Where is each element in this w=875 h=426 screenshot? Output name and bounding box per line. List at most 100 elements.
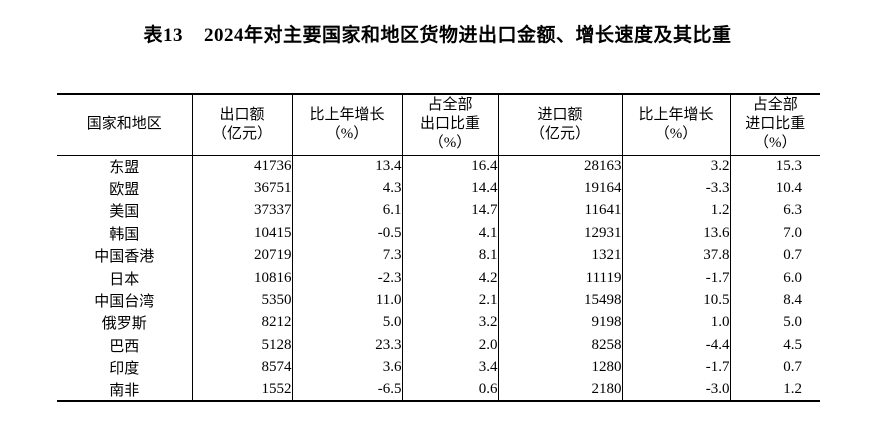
- cell-region: 俄罗斯: [101, 316, 147, 333]
- trade-statistics-table: 国家和地区 出口额 （亿元） 比上年增长 （%） 占全部 出口比重 （%） 进口…: [57, 93, 820, 403]
- cell-import-growth: -4.4: [621, 334, 730, 357]
- cell-export-share: 8.1: [401, 244, 498, 267]
- table-number: 表13: [143, 25, 184, 46]
- cell-import-growth: 1.2: [621, 199, 730, 223]
- cell-export-share: 3.4: [401, 356, 498, 379]
- column-header-export-growth: 比上年增长 （%）: [291, 94, 402, 155]
- cell-export-share: 4.2: [401, 266, 498, 290]
- cell-import-value: 15498: [497, 289, 622, 312]
- cell-import-value: 1280: [497, 356, 622, 379]
- cell-import-value: 1321: [497, 244, 622, 267]
- cell-region: 印度: [109, 361, 140, 378]
- cell-import-growth: -1.7: [621, 266, 730, 290]
- cell-export-value: 41736: [191, 155, 292, 178]
- table-row-russia: 俄罗斯 8212 5.0 3.2 9198 1.0 5.0: [57, 311, 820, 335]
- table-row-brazil: 巴西 5128 23.3 2.0 8258 -4.4 4.5: [57, 334, 820, 357]
- table-row-asean: 东盟 41736 13.4 16.4 28163 3.2 15.3: [57, 155, 820, 178]
- cell-import-value: 11641: [497, 199, 622, 223]
- cell-import-growth: 10.5: [621, 289, 730, 312]
- cell-export-value: 10415: [191, 222, 292, 245]
- column-header-region: 国家和地区: [86, 116, 162, 133]
- cell-export-growth: 3.6: [291, 356, 402, 379]
- cell-import-growth: -3.0: [621, 378, 730, 402]
- cell-region: 中国台湾: [94, 294, 155, 311]
- cell-export-share: 14.7: [401, 199, 498, 223]
- cell-export-share: 4.1: [401, 222, 498, 245]
- cell-export-share: 2.0: [401, 334, 498, 357]
- cell-export-share: 3.2: [401, 311, 498, 335]
- column-header-import-growth: 比上年增长 （%）: [621, 94, 730, 155]
- cell-export-growth: 13.4: [291, 155, 402, 178]
- table-title-text: 2024年对主要国家和地区货物进出口金额、增长速度及其比重: [203, 25, 732, 46]
- table-row-india: 印度 8574 3.6 3.4 1280 -1.7 0.7: [57, 356, 820, 379]
- cell-region: 欧盟: [109, 182, 140, 199]
- cell-import-growth: -1.7: [621, 356, 730, 379]
- cell-export-value: 5350: [191, 289, 292, 312]
- cell-export-value: 20719: [191, 244, 292, 267]
- column-header-export-share: 占全部 出口比重 （%）: [401, 94, 498, 155]
- cell-export-growth: 23.3: [291, 334, 402, 357]
- page-title: 表13 2024年对主要国家和地区货物进出口金额、增长速度及其比重: [0, 20, 875, 47]
- cell-region: 日本: [109, 271, 140, 288]
- cell-import-value: 28163: [497, 155, 622, 178]
- cell-import-share: 0.7: [729, 244, 820, 267]
- cell-export-value: 8212: [191, 311, 292, 335]
- cell-import-value: 8258: [497, 334, 622, 357]
- cell-import-share: 1.2: [729, 378, 820, 402]
- cell-export-growth: 6.1: [291, 199, 402, 223]
- cell-export-growth: 7.3: [291, 244, 402, 267]
- cell-import-value: 12931: [497, 222, 622, 245]
- cell-import-share: 8.4: [729, 289, 820, 312]
- table-row-japan: 日本 10816 -2.3 4.2 11119 -1.7 6.0: [57, 266, 820, 290]
- column-header-import-share: 占全部 进口比重 （%）: [729, 94, 820, 155]
- cell-export-value: 37337: [191, 199, 292, 223]
- cell-export-share: 0.6: [401, 378, 498, 402]
- cell-import-growth: 3.2: [621, 155, 730, 178]
- cell-region: 韩国: [109, 226, 140, 243]
- table-row-hongkong: 中国香港 20719 7.3 8.1 1321 37.8 0.7: [57, 244, 820, 267]
- column-header-export-value: 出口额 （亿元）: [191, 94, 292, 155]
- cell-export-share: 14.4: [401, 177, 498, 200]
- cell-import-share: 5.0: [729, 311, 820, 335]
- header-row: 国家和地区 出口额 （亿元） 比上年增长 （%） 占全部 出口比重 （%） 进口…: [57, 94, 820, 155]
- cell-export-growth: 11.0: [291, 289, 402, 312]
- cell-export-share: 2.1: [401, 289, 498, 312]
- cell-export-value: 8574: [191, 356, 292, 379]
- cell-import-share: 0.7: [729, 356, 820, 379]
- cell-export-growth: 5.0: [291, 311, 402, 335]
- cell-export-growth: -6.5: [291, 378, 402, 402]
- cell-export-growth: -0.5: [291, 222, 402, 245]
- cell-export-share: 16.4: [401, 155, 498, 178]
- cell-export-growth: 4.3: [291, 177, 402, 200]
- cell-import-growth: 1.0: [621, 311, 730, 335]
- cell-import-growth: 13.6: [621, 222, 730, 245]
- table-row-eu: 欧盟 36751 4.3 14.4 19164 -3.3 10.4: [57, 177, 820, 200]
- cell-import-value: 11119: [497, 266, 622, 290]
- cell-import-value: 2180: [497, 378, 622, 402]
- table-row-korea: 韩国 10415 -0.5 4.1 12931 13.6 7.0: [57, 222, 820, 245]
- cell-region: 美国: [109, 204, 140, 221]
- cell-import-share: 15.3: [729, 155, 820, 178]
- cell-export-value: 36751: [191, 177, 292, 200]
- cell-import-share: 7.0: [729, 222, 820, 245]
- cell-import-share: 10.4: [729, 177, 820, 200]
- cell-region: 巴西: [109, 338, 140, 355]
- cell-import-share: 6.0: [729, 266, 820, 290]
- cell-export-value: 10816: [191, 266, 292, 290]
- cell-region: 中国香港: [94, 249, 155, 266]
- cell-import-growth: -3.3: [621, 177, 730, 200]
- cell-region: 南非: [109, 383, 140, 400]
- cell-import-share: 4.5: [729, 334, 820, 357]
- cell-import-value: 19164: [497, 177, 622, 200]
- table-row-usa: 美国 37337 6.1 14.7 11641 1.2 6.3: [57, 199, 820, 223]
- table-row-southafrica: 南非 1552 -6.5 0.6 2180 -3.0 1.2: [57, 378, 820, 402]
- cell-export-value: 1552: [191, 378, 292, 402]
- cell-import-growth: 37.8: [621, 244, 730, 267]
- column-header-import-value: 进口额 （亿元）: [497, 94, 622, 155]
- cell-import-value: 9198: [497, 311, 622, 335]
- cell-export-growth: -2.3: [291, 266, 402, 290]
- table-row-taiwan: 中国台湾 5350 11.0 2.1 15498 10.5 8.4: [57, 289, 820, 312]
- cell-region: 东盟: [109, 159, 140, 176]
- cell-import-share: 6.3: [729, 199, 820, 223]
